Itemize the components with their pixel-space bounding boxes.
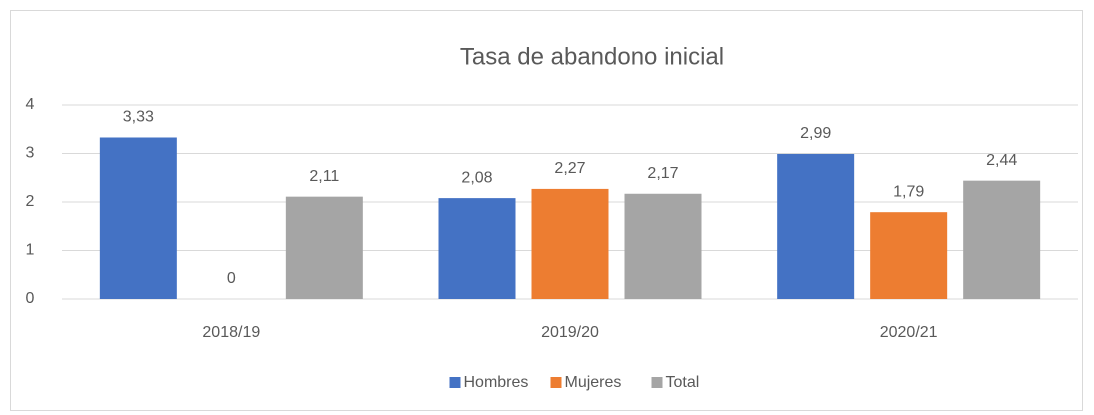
x-tick-label: 2019/20 [541,324,599,341]
y-tick-label: 4 [26,96,35,113]
chart-title: Tasa de abandono inicial [460,43,724,70]
legend-swatch [550,377,562,388]
bar [777,153,855,299]
data-label: 2,44 [986,152,1017,169]
data-label: 3,33 [123,109,154,126]
bar [99,137,177,299]
bar [624,193,702,299]
legend-swatch [651,377,663,388]
data-label: 2,11 [309,168,339,185]
data-label: 2,08 [461,169,492,186]
data-label: 2,27 [554,160,585,177]
bar [870,212,948,299]
legend-label: Total [666,374,700,391]
y-tick-label: 2 [26,193,35,210]
legend-swatch [449,377,461,388]
data-label: 2,99 [800,125,831,142]
data-label: 1,79 [893,183,924,200]
bar [963,180,1041,299]
x-tick-label: 2020/21 [880,324,938,341]
legend-label: Hombres [464,374,529,391]
bar [438,198,516,299]
y-tick-label: 0 [26,290,35,307]
x-tick-label: 2018/19 [202,324,260,341]
data-label: 0 [227,270,236,287]
bar [285,196,363,299]
y-tick-label: 3 [26,145,35,162]
data-label: 2,17 [647,165,678,182]
bar [531,188,609,299]
y-tick-label: 1 [26,242,35,259]
legend-label: Mujeres [565,374,622,391]
